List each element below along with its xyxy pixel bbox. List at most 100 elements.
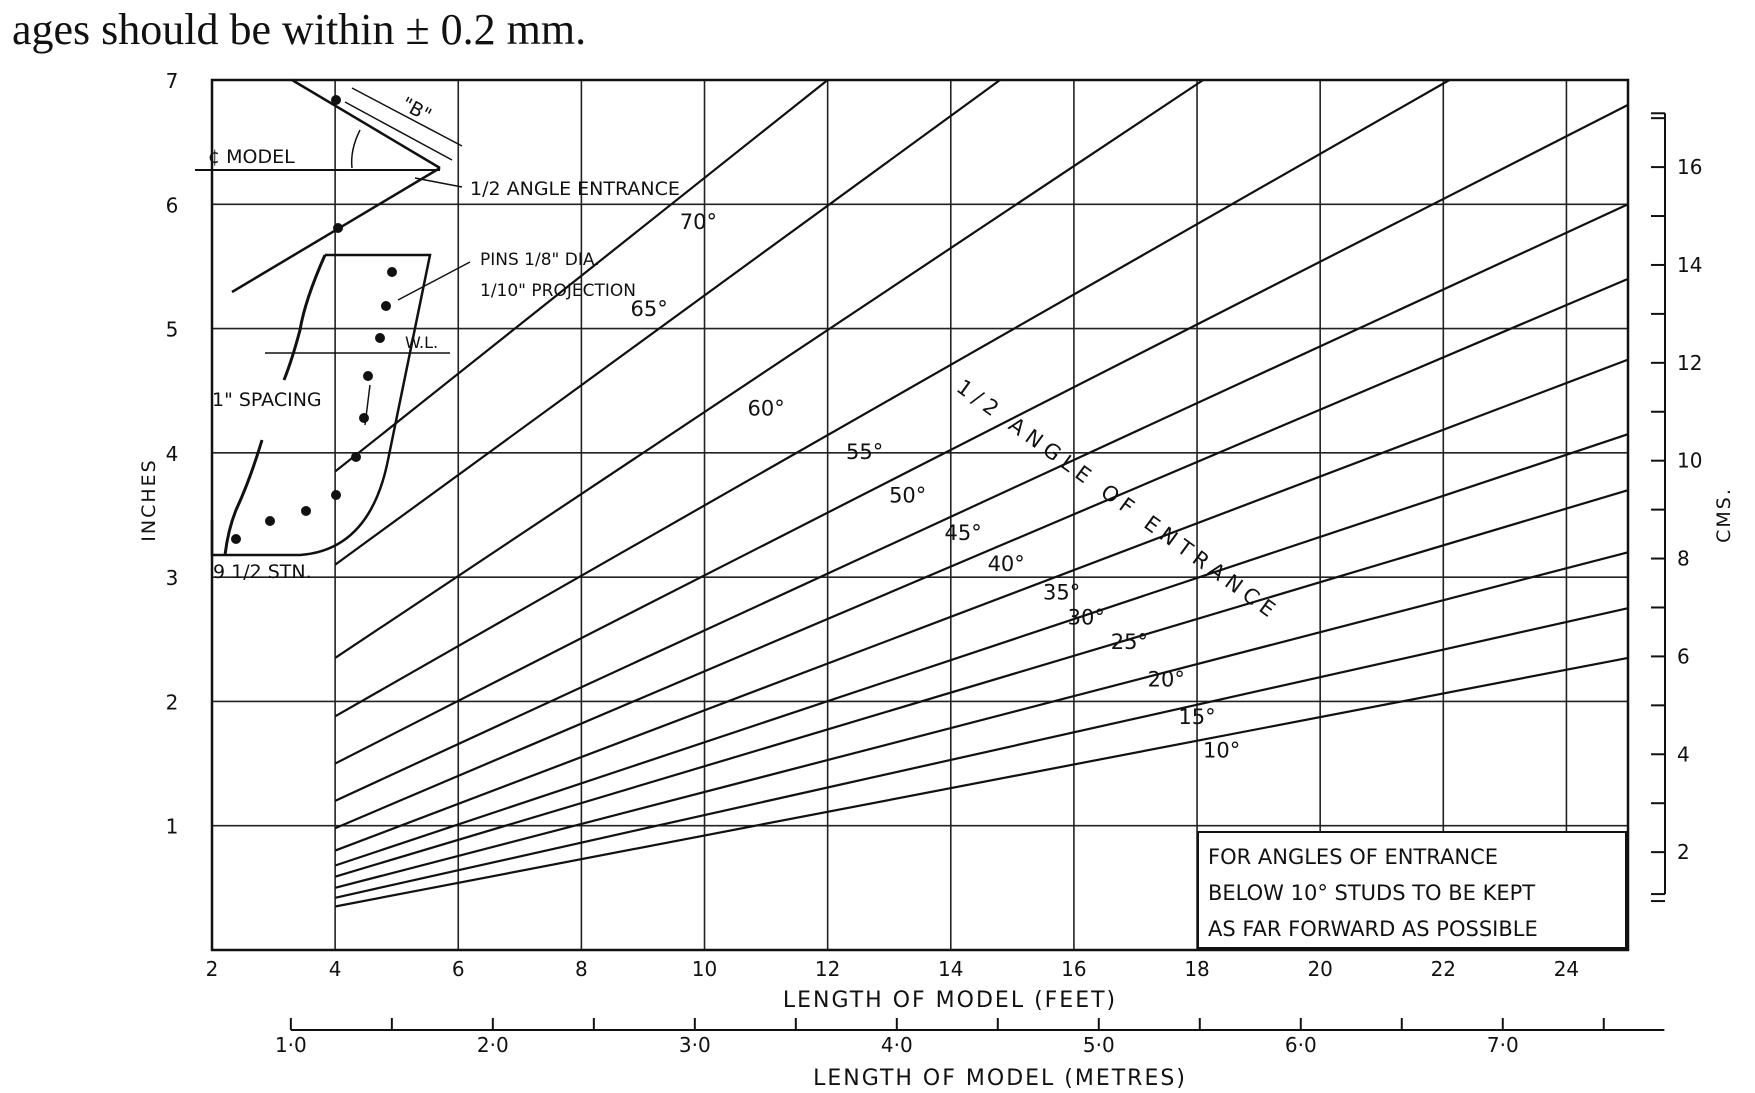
pins-projection-label: 1/10" PROJECTION [480,281,636,301]
series-line [334,607,1629,899]
x-tick-label: 6 [452,957,465,981]
chart-grid [211,79,1628,950]
note-box [1197,831,1627,949]
entrance-line-upper [291,78,441,170]
x-tick-label: 16 [1061,957,1086,981]
x-tick-label: 14 [938,957,963,981]
stud-dot [375,333,385,343]
stud-dot [331,490,341,500]
series-line [334,79,1204,659]
cms-tick-label: 6 [1677,644,1690,668]
pins-diameter-label: PINS 1/8" DIA. [480,250,600,270]
curve-label: 25° [1111,630,1148,654]
metres-tick-label: 5·0 [1083,1033,1115,1057]
curve-label: 15° [1178,705,1215,729]
series-line [334,103,1629,765]
stud-markers [231,95,397,544]
chart-series [334,79,1629,908]
y-tick-label: 4 [166,442,179,466]
series-line [334,489,1629,878]
series-line [334,358,1629,852]
hull-inset-diagram: ¢ MODEL 1/2 ANGLE ENTRANCE "B" PINS 1/8"… [195,78,680,583]
metres-tick-label: 1·0 [275,1033,307,1057]
y-tick-label: 2 [166,690,179,714]
curve-label: 20° [1148,668,1185,692]
cms-tick-label: 8 [1677,547,1690,571]
curve-family-title: 1/2 ANGLE OF ENTRANCE [952,375,1284,626]
note-line-2: BELOW 10° STUDS TO BE KEPT [1208,881,1535,905]
curve-family-label: 1/2 ANGLE OF ENTRANCE [952,375,1284,626]
stud-dot [387,267,397,277]
x-tick-label: 24 [1554,957,1579,981]
y-axis-secondary-label: CMS. [1713,487,1735,543]
stud-dot [381,301,391,311]
series-line [334,79,1001,566]
plot-border [210,78,1630,952]
y-tick-label: 5 [166,318,179,342]
x-tick-label: 10 [692,957,717,981]
metres-tick-label: 3·0 [679,1033,711,1057]
x-tick-label: 20 [1307,957,1332,981]
half-angle-entrance-label: 1/2 ANGLE ENTRANCE [470,178,680,200]
centreline-label: ¢ MODEL [208,146,295,168]
series-line [334,277,1629,830]
metres-tick-label: 7·0 [1487,1033,1519,1057]
y-tick-label: 3 [166,566,179,590]
stud-dot [333,223,343,233]
metres-tick-label: 2·0 [477,1033,509,1057]
x-tick-label: 18 [1184,957,1209,981]
stud-dot [265,516,275,526]
angle-entrance-leader [414,177,463,188]
curve-labels: 70° 65° 60° 55°50° 45° 40° 35°30°25°20° 15° 10° [630,210,1240,762]
cms-tick-label: 16 [1677,155,1702,179]
dimension-b-line-1 [351,87,463,147]
stud-dot [331,95,341,105]
curve-label: 50° [889,484,926,508]
stud-dot [363,371,373,381]
curve-label: 40° [988,552,1025,576]
note-line-1: FOR ANGLES OF ENTRANCE [1208,845,1498,869]
x-tick-label: 2 [206,957,219,981]
series-line [334,79,1451,718]
x-axis-label: LENGTH OF MODEL (FEET) [783,988,1117,1013]
x-axis-secondary-label: LENGTH OF MODEL (METRES) [813,1066,1187,1091]
pins-leader [397,261,471,301]
cms-tick-label: 12 [1677,351,1702,375]
cms-tick-label: 4 [1677,742,1690,766]
station-outline [210,253,432,557]
plot-frame [210,78,1630,952]
series-line [334,203,1629,802]
station-rough-edge-lower [223,439,264,556]
curve-label: 35° [1043,581,1080,605]
y-tick-label: 1 [166,815,179,839]
spacing-label: 1" SPACING [212,389,322,411]
dimension-b-label: "B" [398,93,435,127]
series-line [334,433,1629,867]
curve-label: 70° [680,210,717,234]
header-text: ages should be within ± 0.2 mm. [12,5,587,54]
curve-label: 55° [846,440,883,464]
y-axis-label: INCHES [138,458,160,541]
stud-dot [301,506,311,516]
y-tick-label: 6 [166,193,179,217]
cms-tick-label: 14 [1677,253,1702,277]
x-tick-label: 4 [329,957,342,981]
cms-tick-label: 10 [1677,449,1702,473]
dimension-b-line-2 [344,101,453,161]
y-tick-label: 7 [166,69,179,93]
x-tick-label: 22 [1431,957,1456,981]
metres-tick-label: 4·0 [881,1033,913,1057]
station-rough-edge [282,254,327,381]
curve-label: 45° [944,521,981,545]
x-tick-label: 12 [815,957,840,981]
angle-arc [350,129,361,169]
stud-dot [351,452,361,462]
series-line [334,79,829,473]
station-label: 9 1/2 STN. [213,561,312,583]
x-tick-label: 8 [575,957,588,981]
note-line-3: AS FAR FORWARD AS POSSIBLE [1208,917,1538,941]
curve-label: 30° [1068,605,1105,629]
studs-note: FOR ANGLES OF ENTRANCE BELOW 10° STUDS T… [1197,831,1627,949]
